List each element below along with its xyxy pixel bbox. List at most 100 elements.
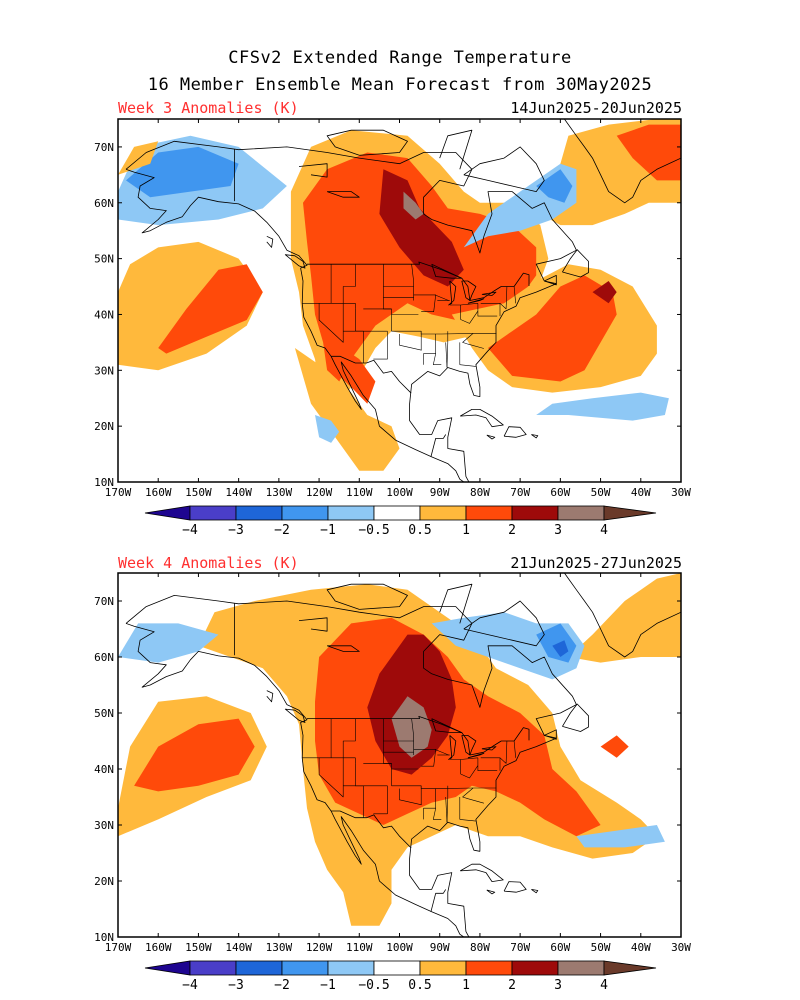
panel2-date-range: 21Jun2025-27Jun2025	[510, 554, 682, 572]
x-tick-label: 110W	[346, 941, 373, 954]
anomaly-region	[576, 825, 665, 848]
x-tick-label: 40W	[631, 486, 651, 499]
colorbar-label: −2	[274, 523, 290, 538]
coastline	[486, 889, 496, 895]
y-tick-label: 50N	[94, 253, 114, 266]
colorbar-label: −2	[274, 978, 290, 993]
coastline	[563, 573, 681, 658]
state-border	[434, 294, 449, 301]
coastline	[481, 746, 497, 751]
x-tick-label: 130W	[266, 941, 293, 954]
coastline	[266, 690, 274, 703]
coastline	[531, 434, 539, 439]
country-border	[307, 716, 530, 756]
state-border	[446, 331, 449, 368]
panel1-title: Week 3 Anomalies (K)	[118, 99, 299, 117]
anomaly-region	[536, 169, 573, 203]
x-tick-label: 90W	[430, 486, 450, 499]
x-tick-label: 160W	[145, 941, 172, 954]
colorbar-arrow-right	[603, 505, 657, 521]
colorbar-swatch	[419, 960, 467, 976]
coastline	[326, 583, 408, 610]
state-border	[480, 740, 508, 764]
y-tick-label: 70N	[94, 595, 114, 608]
anomaly-region	[568, 573, 681, 663]
y-tick-label: 60N	[94, 651, 114, 664]
x-tick-label: 30W	[671, 941, 691, 954]
state-border	[399, 788, 422, 806]
y-tick-label: 20N	[94, 420, 114, 433]
anomaly-region	[616, 124, 681, 181]
colorbar-label: 3	[554, 978, 562, 993]
coastline	[326, 191, 360, 198]
coastline	[448, 735, 457, 760]
coastline	[298, 617, 328, 632]
x-tick-label: 80W	[470, 486, 490, 499]
coastline	[431, 718, 463, 733]
state-border	[459, 364, 476, 367]
colorbar-arrow-right	[603, 960, 657, 976]
colorbar-swatch	[373, 960, 421, 976]
anomaly-region	[315, 415, 340, 443]
coastline	[467, 752, 485, 759]
country-border	[430, 889, 447, 912]
colorbar-label: 2	[508, 523, 516, 538]
colorbar-label: 4	[600, 523, 608, 538]
anomaly-region	[391, 696, 432, 758]
state-border	[480, 286, 508, 310]
anomaly-region	[134, 718, 255, 792]
coastline	[431, 263, 463, 279]
state-border	[342, 264, 356, 304]
coastline	[461, 735, 477, 756]
state-border	[373, 785, 388, 815]
state-border	[462, 787, 484, 804]
colorbar-label: −4	[182, 978, 198, 993]
state-border	[513, 286, 516, 304]
y-tick-label: 20N	[94, 875, 114, 888]
panel2-title: Week 4 Anomalies (K)	[118, 554, 299, 572]
state-border	[399, 334, 422, 351]
colorbar-label: 1	[462, 523, 470, 538]
country-border	[331, 355, 412, 394]
colorbar-label: −1	[320, 978, 336, 993]
state-border	[513, 740, 516, 758]
state-border	[411, 264, 414, 301]
x-tick-label: 70W	[510, 941, 530, 954]
coastline	[562, 703, 589, 732]
state-border	[459, 819, 476, 822]
colorbar-label: −4	[182, 523, 198, 538]
coastline	[481, 291, 497, 296]
colorbar-swatch	[557, 960, 605, 976]
x-tick-label: 110W	[346, 486, 373, 499]
state-border	[445, 796, 448, 823]
anomaly-region	[294, 348, 400, 471]
anomaly-regions	[118, 573, 681, 926]
colorbar-label: 0.5	[408, 978, 431, 993]
coastline	[486, 434, 496, 440]
colorbar-swatch	[465, 505, 513, 521]
coastline	[125, 140, 577, 482]
colorbar-label: 2	[508, 978, 516, 993]
y-tick-label: 50N	[94, 707, 114, 720]
y-tick-label: 40N	[94, 308, 114, 321]
state-border	[423, 334, 437, 365]
state-border	[318, 757, 344, 798]
x-tick-label: 80W	[470, 941, 490, 954]
state-border	[373, 331, 388, 360]
colorbar-swatch	[189, 960, 237, 976]
colorbar-swatch	[327, 505, 375, 521]
y-tick-label: 60N	[94, 197, 114, 210]
x-tick-label: 140W	[225, 486, 252, 499]
x-tick-label: 90W	[430, 941, 450, 954]
coastline	[503, 881, 527, 893]
x-tick-label: 70W	[510, 486, 530, 499]
anomaly-regions	[118, 119, 681, 471]
coastline	[284, 708, 306, 723]
x-tick-label: 120W	[306, 486, 333, 499]
coastline	[266, 235, 274, 248]
coastline	[439, 129, 473, 170]
coastline	[326, 129, 408, 156]
colorbar-label: 3	[554, 523, 562, 538]
colorbar-swatch	[189, 505, 237, 521]
